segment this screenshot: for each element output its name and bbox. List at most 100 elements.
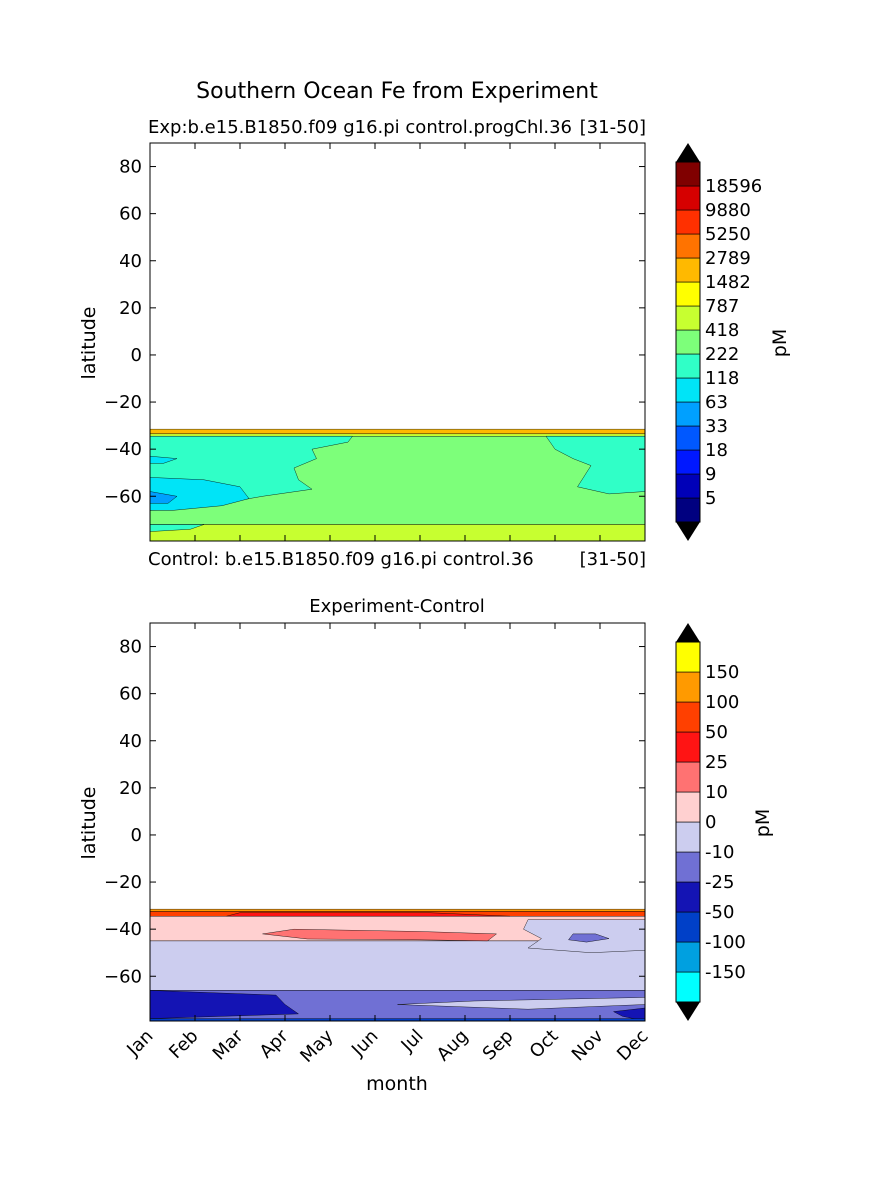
colorbar-tick-label: 418 [705, 320, 739, 341]
colorbar-swatch [675, 473, 701, 499]
colorbar-tick-label: 118 [705, 368, 739, 389]
difference-plot-area: 80 60 40 20 0 −20 −40 −60 Jan Feb Mar Apr May Jun Jul A… [104, 622, 653, 1067]
contour-band [149, 524, 646, 542]
x-tick-label: May [296, 1025, 337, 1066]
colorbar-tick-label: 9 [705, 464, 716, 485]
colorbar-tick-label: -100 [705, 932, 746, 953]
y-tick-label: 0 [131, 825, 142, 846]
colorbar-extend-min [676, 1002, 700, 1021]
colorbar-swatch [675, 671, 701, 703]
experiment-years: [31-50] [580, 117, 646, 138]
x-axis-label: month [366, 1073, 428, 1095]
colorbar-tick-label: 10 [705, 782, 728, 803]
x-tick-label: Oct [526, 1026, 563, 1063]
colorbar-swatch [675, 731, 701, 763]
contour-region [545, 436, 646, 495]
colorbar-swatch [675, 911, 701, 943]
y-axis-label: latitude [78, 787, 100, 860]
plot-frame [149, 142, 646, 542]
colorbar-tick-label: 5250 [705, 224, 751, 245]
colorbar-tick-label: 787 [705, 296, 739, 317]
control-years: [31-50] [580, 549, 646, 570]
colorbar-swatch [675, 497, 701, 523]
colorbar-tick-label: 18 [705, 440, 728, 461]
y-tick-label: −60 [104, 966, 142, 987]
colorbar-swatch [675, 209, 701, 235]
contour-region [568, 933, 610, 943]
difference-title: Experiment-Control [309, 596, 485, 617]
colorbar-swatch [675, 377, 701, 403]
colorbar-tick-label: 25 [705, 752, 728, 773]
colorbar-extend-min [676, 522, 700, 541]
colorbar-tick-label: 5 [705, 488, 716, 509]
colorbar-frame [675, 641, 701, 1003]
colorbar-swatch [675, 401, 701, 427]
colorbar-swatch [675, 353, 701, 379]
x-tick-label: Nov [568, 1025, 608, 1065]
y-tick-label: 60 [119, 684, 142, 705]
y-tick-label: 40 [119, 251, 142, 272]
colorbar-swatch [675, 971, 701, 1003]
colorbar-swatch [675, 821, 701, 853]
colorbar-tick-label: 1482 [705, 272, 751, 293]
y-tick-label: 0 [131, 345, 142, 366]
colorbar-tick-label: -50 [705, 902, 734, 923]
colorbar-frame [675, 161, 701, 523]
x-tick-label: Sep [479, 1026, 518, 1065]
y-tick-label: 40 [119, 731, 142, 752]
y-tick-label: 20 [119, 298, 142, 319]
colorbar-tick-label: 50 [705, 722, 728, 743]
contour-region [226, 912, 511, 917]
y-tick-label: 60 [119, 204, 142, 225]
colorbar-tick-label: 9880 [705, 200, 751, 221]
y-tick-label: −40 [104, 439, 142, 460]
x-tick-label: Jan [122, 1026, 157, 1061]
x-tick-label: Mar [209, 1025, 248, 1064]
colorbar-tick-label: 100 [705, 692, 739, 713]
colorbar-swatch [675, 449, 701, 475]
colorbar-swatch [675, 851, 701, 883]
colorbar-tick-label: 33 [705, 416, 728, 437]
experiment-title: Exp:b.e15.B1850.f09 g16.pi control.progC… [148, 117, 572, 138]
y-tick-label: −40 [104, 919, 142, 940]
y-axis-label: latitude [78, 307, 100, 380]
plot-frame [149, 622, 646, 1022]
control-title: Control: b.e15.B1850.f09 g16.pi control.… [148, 549, 534, 570]
contour-band [149, 428, 646, 435]
y-tick-label: 20 [119, 778, 142, 799]
colorbar-swatch [675, 881, 701, 913]
x-tick-label: Dec [613, 1026, 652, 1065]
colorbar-unit-label: pM [752, 809, 774, 837]
x-tick-label: Jun [347, 1026, 382, 1061]
colorbar-swatch [675, 941, 701, 973]
colorbar-swatch [675, 701, 701, 733]
colorbar-tick-label: 150 [705, 662, 739, 683]
colorbar-swatch [675, 641, 701, 673]
colorbar-swatch [675, 233, 701, 259]
x-tick-label: Aug [433, 1026, 473, 1066]
experiment-plot-area: 80 60 40 20 0 −20 −40 −60 [104, 142, 646, 542]
contour-band [149, 433, 646, 437]
colorbar-swatch [675, 791, 701, 823]
colorbar-tick-label: 63 [705, 392, 728, 413]
y-tick-label: 80 [119, 637, 142, 658]
colorbar-unit-label: pM [769, 329, 791, 357]
colorbar-swatch [675, 329, 701, 355]
y-tick-label: −20 [104, 392, 142, 413]
x-tick-label: Apr [256, 1025, 293, 1062]
colorbar-tick-label: 2789 [705, 248, 751, 269]
y-tick-label: −60 [104, 486, 142, 507]
colorbar-swatch [675, 305, 701, 331]
contour-band [149, 908, 646, 912]
experiment-panel: Exp:b.e15.B1850.f09 g16.pi control.progC… [78, 117, 791, 570]
figure-title: Southern Ocean Fe from Experiment [196, 79, 598, 104]
colorbar-tick-label: 222 [705, 344, 739, 365]
difference-panel: Experiment-Control 80 60 40 20 0 −20 −40 −60 Jan… [78, 596, 774, 1095]
x-tick-label: Feb [165, 1026, 202, 1063]
colorbar-extend-max [676, 623, 700, 642]
colorbar-tick-label: -25 [705, 872, 734, 893]
x-tick-label: Jul [397, 1026, 428, 1057]
contour-region [262, 928, 498, 942]
